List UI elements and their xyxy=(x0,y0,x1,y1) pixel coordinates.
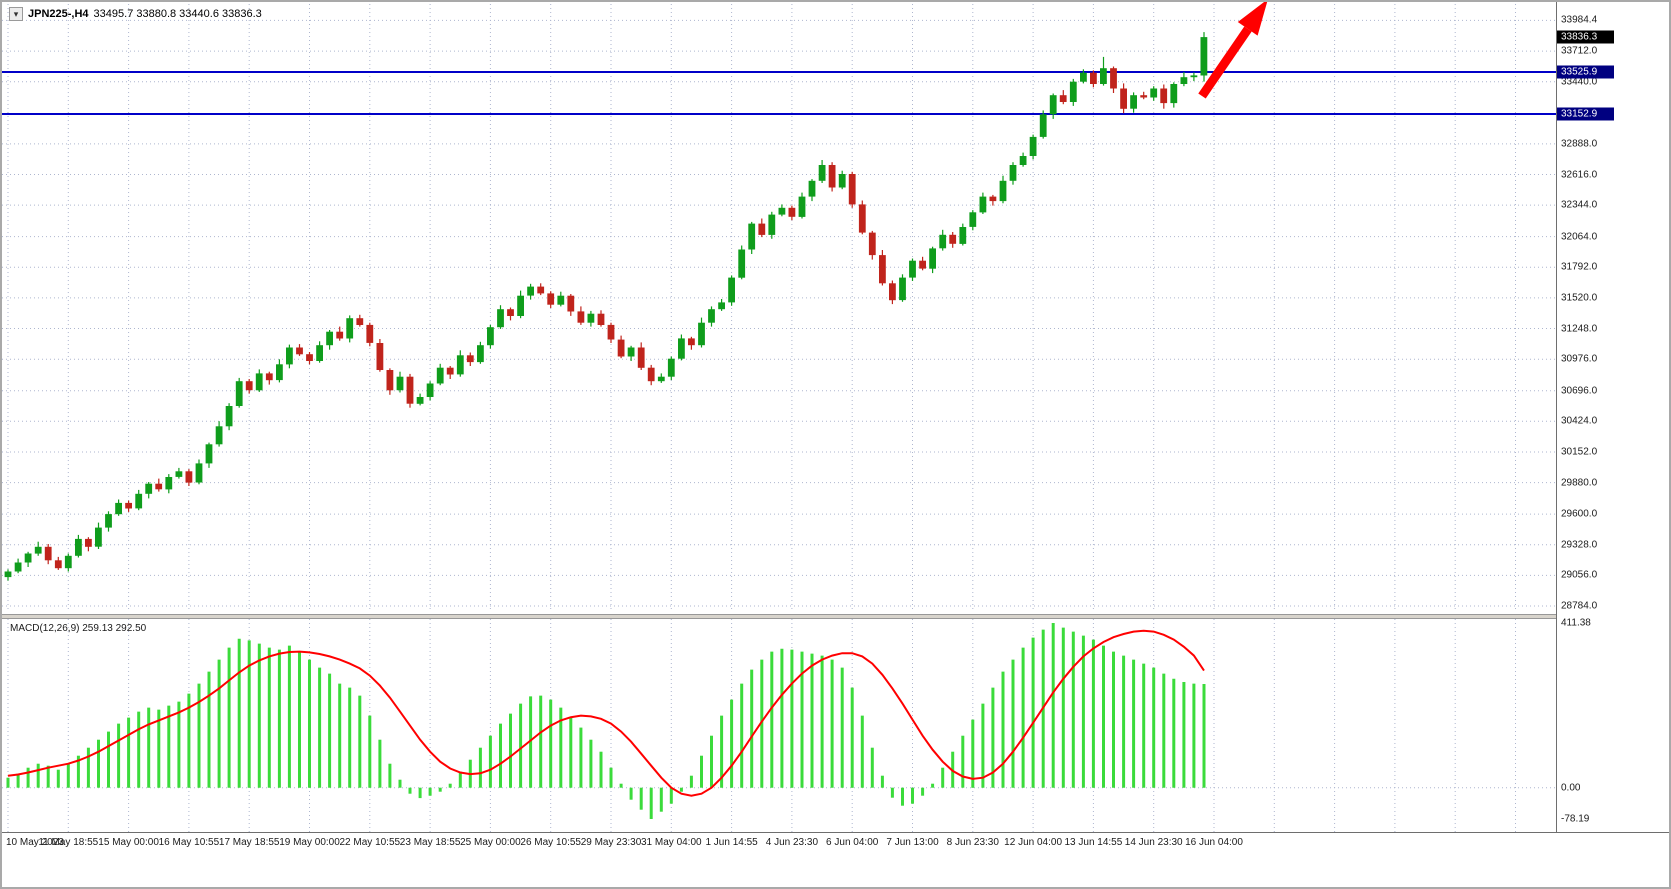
price-chart-canvas[interactable] xyxy=(2,2,1556,614)
macd-indicator-label: MACD(12,26,9) 259.13 292.50 xyxy=(10,623,147,634)
triangle-down-icon: ▾ xyxy=(13,9,19,19)
gridlines xyxy=(2,4,1556,612)
time-axis[interactable] xyxy=(2,832,1669,858)
chart-info-bar: ▾ JPN225-,H4 33495.7 33880.8 33440.6 338… xyxy=(9,7,262,21)
macd-chart-canvas[interactable] xyxy=(2,619,1556,832)
candlesticks xyxy=(4,32,1208,581)
ohlc-values-label: 33495.7 33880.8 33440.6 33836.3 xyxy=(93,8,262,20)
symbol-timeframe-label: JPN225-,H4 xyxy=(28,8,89,20)
axis-border-line xyxy=(1556,2,1557,832)
price-axis[interactable] xyxy=(1557,2,1669,832)
pane-splitter[interactable] xyxy=(2,614,1669,619)
macd-signal-line xyxy=(7,629,1205,797)
horizontal-support-resistance-lines[interactable] xyxy=(2,71,1556,115)
one-click-trading-toggle[interactable]: ▾ xyxy=(9,7,23,21)
bottom-margin xyxy=(2,858,1669,887)
trend-arrow-annotation[interactable] xyxy=(1198,2,1268,99)
macd-gridlines xyxy=(2,619,1556,832)
macd-histogram xyxy=(6,623,1206,819)
